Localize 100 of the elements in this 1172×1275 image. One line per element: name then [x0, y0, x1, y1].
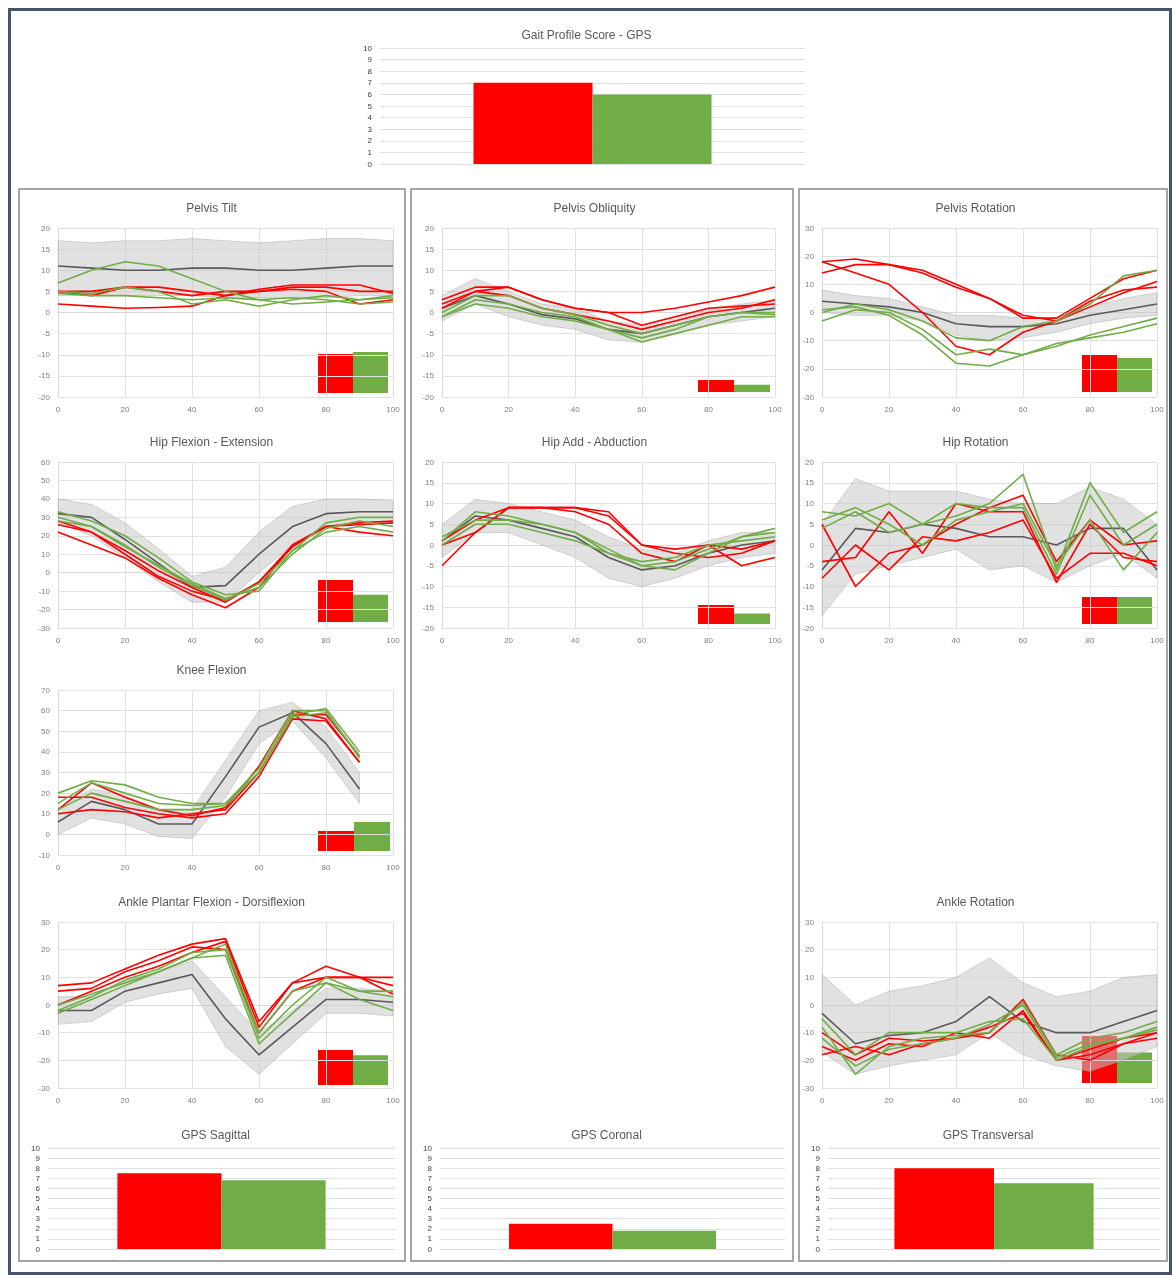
y-tick-label: 4 [367, 113, 373, 123]
x-tick-label: 60 [1018, 635, 1028, 645]
y-tick-label: 5 [815, 1194, 821, 1203]
y-tick-label: 10 [31, 1143, 41, 1153]
x-tick-label: 80 [1085, 1095, 1095, 1105]
chart-title: Knee Flexion [176, 663, 247, 677]
y-tick-label: -20 [802, 364, 815, 374]
y-tick-label: 9 [367, 55, 373, 65]
y-tick-label: 10 [425, 499, 435, 508]
x-tick-label: 40 [951, 635, 961, 645]
y-tick-label: -10 [38, 850, 51, 860]
y-tick-label: 8 [815, 1163, 821, 1173]
y-tick-label: 0 [429, 540, 435, 550]
x-tick-label: 60 [254, 1095, 264, 1105]
x-tick-label: 100 [768, 404, 783, 414]
y-tick-label: 20 [41, 223, 51, 233]
y-tick-label: 10 [811, 1143, 821, 1153]
y-tick-label: 0 [427, 1244, 433, 1254]
y-tick-label: 0 [45, 308, 51, 317]
chart-title: Hip Flexion - Extension [149, 435, 274, 449]
y-tick-label: 4 [427, 1204, 433, 1214]
y-tick-label: -10 [422, 350, 435, 360]
y-tick-label: 0 [45, 829, 51, 839]
x-tick-label: 20 [884, 635, 894, 645]
y-tick-label: -5 [426, 561, 435, 571]
y-tick-label: 10 [363, 43, 373, 53]
y-tick-label: 10 [805, 499, 815, 508]
x-tick-label: 80 [1085, 635, 1095, 645]
y-tick-label: 20 [805, 251, 815, 261]
y-tick-label: -20 [38, 392, 51, 402]
y-tick-label: 10 [805, 972, 815, 982]
y-tick-label: 6 [815, 1183, 821, 1193]
x-tick-label: 60 [254, 862, 264, 872]
y-tick-label: -15 [422, 371, 435, 381]
x-tick-label: 40 [187, 1095, 197, 1105]
x-tick-label: 80 [1085, 404, 1095, 414]
x-tick-label: 100 [1150, 404, 1165, 414]
x-tick-label: 20 [504, 635, 514, 645]
y-tick-label: 5 [809, 519, 815, 529]
x-tick-label: 60 [254, 404, 264, 414]
x-tick-label: 100 [386, 862, 401, 872]
x-tick-label: 80 [703, 404, 714, 414]
y-tick-label: -10 [802, 336, 815, 346]
x-tick-label: 100 [768, 635, 783, 645]
y-tick-label: -10 [38, 586, 51, 596]
y-tick-label: 30 [805, 917, 815, 927]
y-tick-label: 15 [805, 478, 815, 488]
y-tick-label: 1 [427, 1234, 433, 1244]
y-tick-label: 0 [45, 568, 51, 578]
y-tick-label: 3 [35, 1214, 41, 1224]
y-tick-label: 70 [41, 685, 51, 695]
chart-title: Gait Profile Score - GPS [521, 28, 652, 42]
x-tick-label: 20 [120, 862, 130, 872]
chart-title: Pelvis Tilt [186, 201, 238, 215]
y-tick-label: 15 [425, 478, 435, 488]
y-tick-label: 0 [429, 308, 435, 317]
y-tick-label: -20 [422, 392, 435, 402]
x-tick-label: 40 [951, 404, 961, 414]
y-tick-label: 9 [815, 1153, 821, 1163]
x-tick-label: 80 [321, 1095, 331, 1105]
y-tick-label: 10 [41, 972, 51, 982]
y-tick-label: 60 [41, 706, 51, 716]
x-tick-label: 0 [55, 862, 61, 872]
y-tick-label: 1 [367, 147, 373, 157]
x-tick-label: 0 [439, 635, 445, 645]
x-tick-label: 0 [55, 1095, 61, 1105]
y-tick-label: -20 [422, 623, 435, 633]
y-tick-label: 20 [41, 945, 51, 955]
y-tick-label: 20 [41, 531, 51, 541]
x-tick-label: 60 [1018, 404, 1028, 414]
y-tick-label: 10 [41, 809, 51, 819]
y-tick-label: 20 [41, 788, 51, 798]
y-tick-label: 20 [805, 457, 815, 467]
chart-title: Hip Rotation [942, 435, 1009, 449]
y-tick-label: 2 [427, 1224, 433, 1234]
y-tick-label: 15 [41, 244, 51, 254]
x-tick-label: 40 [187, 862, 197, 872]
x-tick-label: 40 [187, 404, 197, 414]
y-tick-label: 50 [41, 726, 51, 736]
y-tick-label: 10 [425, 265, 435, 275]
y-tick-label: 0 [809, 308, 815, 317]
y-tick-label: 2 [35, 1224, 41, 1234]
x-tick-label: 20 [504, 404, 514, 414]
y-tick-label: 40 [41, 747, 51, 757]
y-tick-label: 50 [41, 475, 51, 485]
x-tick-label: 80 [321, 862, 331, 872]
y-tick-label: -5 [806, 561, 815, 571]
y-tick-label: 0 [815, 1244, 821, 1254]
y-tick-label: -15 [422, 602, 435, 612]
x-tick-label: 60 [1018, 1095, 1028, 1105]
y-tick-label: -30 [802, 392, 815, 402]
y-tick-label: 5 [35, 1194, 41, 1203]
y-tick-label: 5 [429, 519, 435, 529]
y-tick-label: 6 [367, 89, 373, 99]
chart-title: GPS Transversal [942, 1128, 1034, 1142]
y-tick-label: -15 [802, 602, 815, 612]
y-tick-label: 7 [815, 1173, 821, 1183]
x-tick-label: 100 [386, 635, 401, 645]
chart-title: Pelvis Rotation [935, 201, 1016, 215]
y-tick-label: 4 [815, 1204, 821, 1214]
